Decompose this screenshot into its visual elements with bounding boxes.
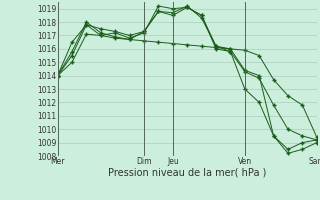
X-axis label: Pression niveau de la mer( hPa ): Pression niveau de la mer( hPa ) <box>108 168 266 178</box>
